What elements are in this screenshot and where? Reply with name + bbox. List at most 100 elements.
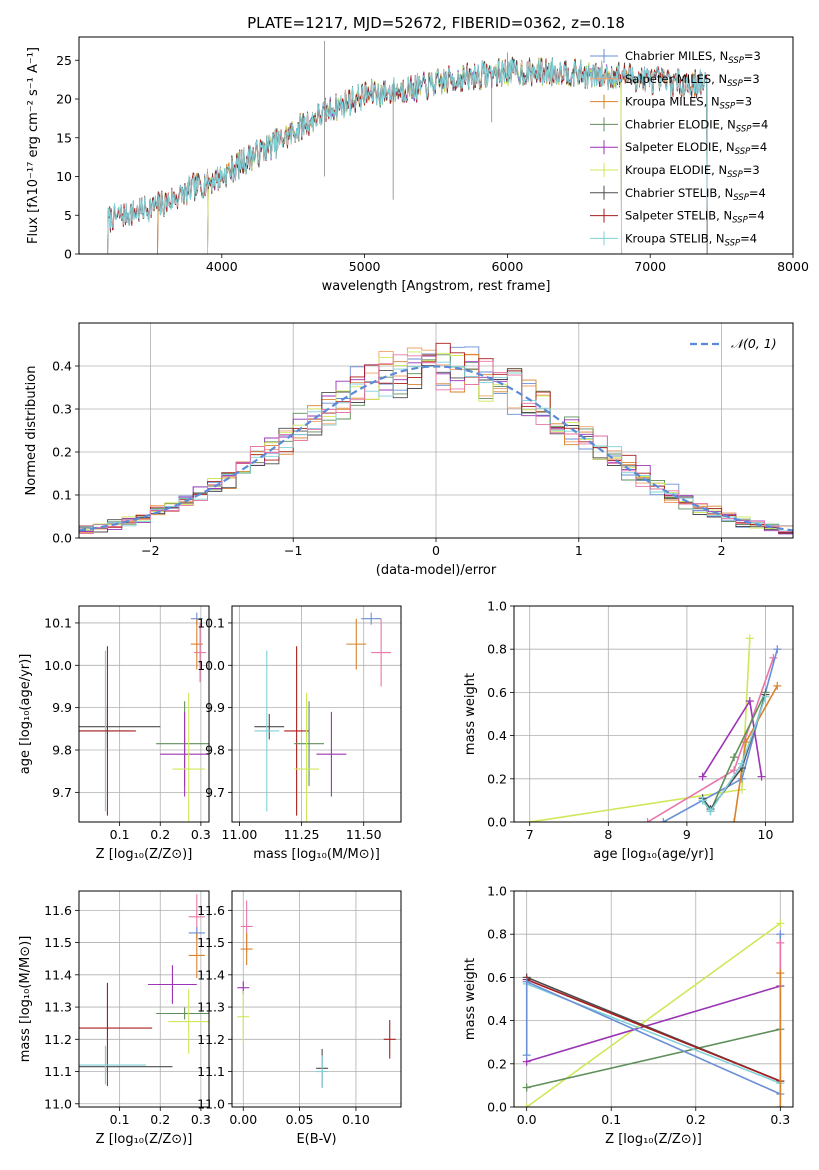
y-axis-label: age [log₁₀(age/yr)] bbox=[18, 654, 33, 775]
weight-marker bbox=[773, 681, 782, 690]
weight-marker bbox=[522, 977, 531, 986]
data-point bbox=[156, 1007, 209, 1020]
histogram-series bbox=[79, 354, 793, 535]
data-point bbox=[168, 989, 209, 1054]
data-point bbox=[294, 701, 324, 786]
x-tick-label: 0.05 bbox=[286, 1112, 314, 1127]
y-axis-label: mass weight bbox=[463, 673, 478, 755]
x-axis-label: E(B-V) bbox=[296, 1132, 336, 1147]
spectrum-series-line bbox=[107, 58, 708, 254]
y-tick-label: 11.5 bbox=[44, 935, 72, 950]
y-tick-label: 1.0 bbox=[487, 599, 507, 614]
y-tick-label: 11.5 bbox=[197, 935, 225, 950]
y-tick-label: 0.4 bbox=[52, 359, 72, 374]
legend-entry: Chabrier STELIB, NSSP=4 bbox=[625, 186, 766, 203]
legend-entry: 𝒩(0, 1) bbox=[731, 336, 777, 351]
axes-frame bbox=[231, 890, 402, 1108]
y-axis-label: mass [log₁₀(M/M⊙)] bbox=[18, 936, 33, 1063]
y-tick-label: 11.3 bbox=[44, 1000, 72, 1015]
weight-marker bbox=[769, 653, 778, 662]
chart-spectrum: 4000 5000 6000 7000 8000 0 5 10 15 20 25 wavelength… bbox=[26, 36, 809, 294]
data-point bbox=[79, 646, 136, 816]
y-tick-label: 1.0 bbox=[487, 884, 507, 899]
y-tick-label: 10.0 bbox=[197, 658, 225, 673]
y-tick-label: 15 bbox=[56, 130, 72, 145]
x-axis-label: Z [log₁₀(Z/Z⊙)] bbox=[605, 1132, 702, 1147]
y-tick-label: 0.6 bbox=[487, 970, 507, 985]
y-tick-label: 0.0 bbox=[52, 531, 72, 546]
weight-marker bbox=[698, 796, 707, 805]
legend-entry: Kroupa STELIB, NSSP=4 bbox=[625, 231, 757, 248]
x-tick-label: 0.00 bbox=[229, 1112, 257, 1127]
plot-area bbox=[514, 891, 793, 1107]
x-tick-label: 0.10 bbox=[342, 1112, 370, 1127]
weight-marker bbox=[757, 772, 766, 781]
axes-frame bbox=[78, 605, 210, 823]
y-tick-label: 0.8 bbox=[487, 642, 507, 657]
weight-series-line bbox=[526, 985, 781, 1063]
y-tick-label: 11.6 bbox=[44, 903, 72, 918]
legend-entry: Chabrier MILES, NSSP=3 bbox=[625, 49, 761, 66]
y-tick-label: 0.0 bbox=[487, 1100, 507, 1115]
x-tick-label: 8 bbox=[604, 827, 612, 842]
y-tick-label: 0.4 bbox=[487, 1013, 507, 1028]
y-tick-label: 0.1 bbox=[52, 488, 72, 503]
x-tick-label: 0.3 bbox=[191, 1112, 211, 1127]
weight-series-line bbox=[529, 638, 751, 822]
data-point bbox=[148, 965, 197, 1004]
x-tick-label: 0.2 bbox=[150, 1112, 170, 1127]
plot-area bbox=[79, 891, 209, 1107]
chart-age-vs-metallicity: 0.1 0.2 0.3 9.7 9.8 9.9 10.0 10.1 Z [log₁₀(Z/Z⊙)… bbox=[18, 605, 211, 862]
x-tick-label: 5000 bbox=[349, 259, 381, 274]
x-axis-label: age [log₁₀(age/yr)] bbox=[593, 847, 714, 862]
weight-marker bbox=[776, 1103, 785, 1107]
y-tick-label: 9.8 bbox=[205, 743, 225, 758]
axes-frame bbox=[78, 36, 794, 255]
weight-marker bbox=[776, 938, 785, 947]
data-point bbox=[316, 711, 347, 797]
data-point bbox=[160, 711, 209, 797]
data-point bbox=[361, 612, 382, 625]
y-tick-label: 0.2 bbox=[52, 445, 72, 460]
y-tick-label: 9.7 bbox=[52, 785, 72, 800]
legend-entry: Chabrier ELODIE, NSSP=4 bbox=[625, 117, 768, 134]
chart-residuals: −2 −1 0 1 2 0.0 0.1 0.2 0.3 0.4 (data-model)/error… bbox=[24, 322, 794, 578]
weight-marker bbox=[698, 772, 707, 781]
y-tick-label: 11.4 bbox=[44, 967, 72, 982]
x-tick-label: 0.2 bbox=[150, 827, 170, 842]
x-axis-label: Z [log₁₀(Z/Z⊙)] bbox=[96, 847, 193, 862]
y-tick-label: 10 bbox=[56, 169, 72, 184]
y-tick-label: 25 bbox=[56, 53, 72, 68]
x-tick-label: 1 bbox=[575, 543, 583, 558]
x-axis-label: Z [log₁₀(Z/Z⊙)] bbox=[96, 1132, 193, 1147]
weight-marker bbox=[730, 753, 739, 762]
x-tick-label: 0.1 bbox=[110, 1112, 130, 1127]
chart-weight-vs-age: 7 8 9 10 0.0 0.2 0.4 0.6 0.8 1.0 age [log₁₀(age/yr… bbox=[463, 599, 794, 862]
y-tick-label: 11.3 bbox=[197, 1000, 225, 1015]
y-tick-label: 10.1 bbox=[44, 615, 72, 630]
y-tick-label: 11.4 bbox=[197, 967, 225, 982]
axes-frame bbox=[78, 322, 794, 539]
x-tick-label: 8000 bbox=[777, 259, 809, 274]
x-tick-label: 11.00 bbox=[222, 827, 258, 842]
weight-series-line bbox=[701, 696, 767, 813]
plot-area bbox=[79, 323, 793, 538]
legend-entry: Kroupa ELODIE, NSSP=3 bbox=[625, 163, 760, 180]
weight-marker bbox=[643, 818, 652, 822]
weight-series-line bbox=[526, 922, 781, 1107]
gaussian-curve bbox=[79, 365, 793, 532]
chart-mass-vs-ebv: 0.00 0.05 0.10 11.0 11.1 11.2 11.3 11.4 11.5 11.6… bbox=[197, 890, 402, 1147]
y-axis-label: Normed distribution bbox=[24, 366, 39, 496]
y-tick-label: 11.2 bbox=[44, 1032, 72, 1047]
x-tick-label: 7000 bbox=[634, 259, 666, 274]
y-tick-label: 0.4 bbox=[487, 728, 507, 743]
weight-marker bbox=[522, 1051, 531, 1060]
y-tick-label: 0.2 bbox=[487, 1056, 507, 1071]
weight-marker bbox=[745, 634, 754, 643]
x-tick-label: 7 bbox=[526, 827, 534, 842]
y-tick-label: 0.2 bbox=[487, 771, 507, 786]
x-tick-label: 0.3 bbox=[770, 1112, 790, 1127]
x-tick-label: 4000 bbox=[206, 259, 238, 274]
data-point bbox=[172, 692, 205, 822]
